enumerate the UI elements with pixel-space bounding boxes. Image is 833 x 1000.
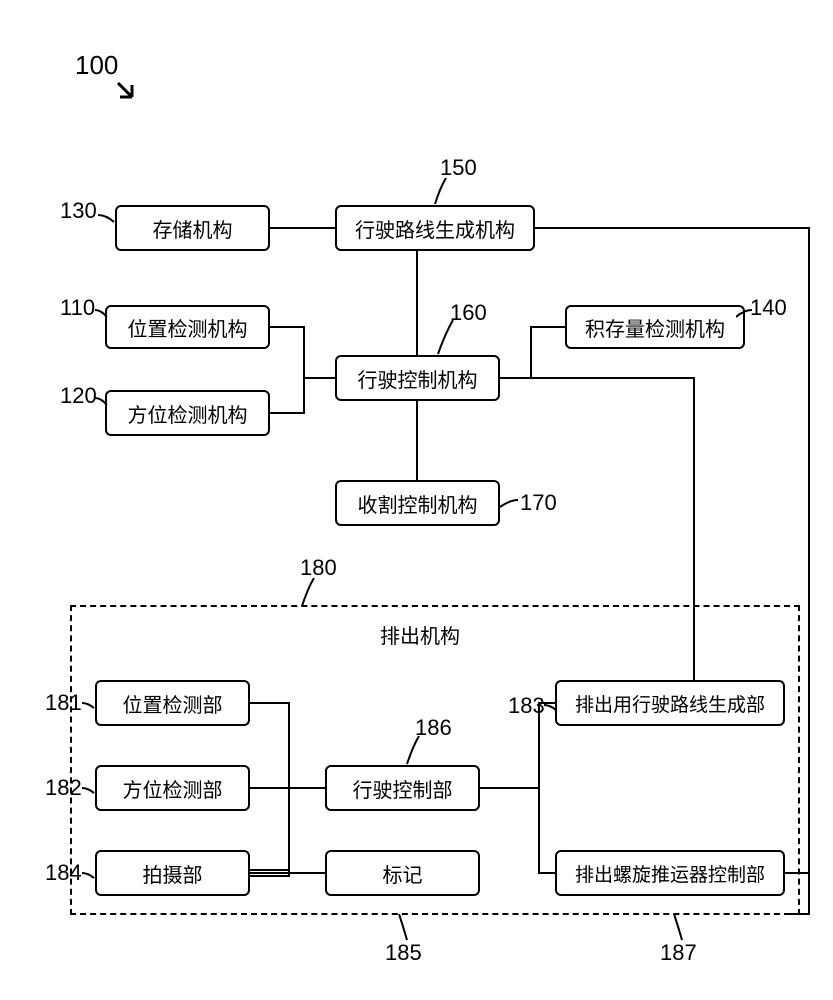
leader-icon xyxy=(397,914,411,942)
connector xyxy=(250,875,290,877)
connector xyxy=(250,787,290,789)
leader-icon xyxy=(736,307,754,319)
block-label: 标记 xyxy=(383,859,423,888)
ref-181: 181 xyxy=(45,690,82,716)
ref-110: 110 xyxy=(60,295,95,321)
leader-icon xyxy=(300,578,318,608)
ref-120: 120 xyxy=(60,383,97,409)
block-label: 存储机构 xyxy=(153,214,233,243)
block-position-detection: 位置检测机构 xyxy=(105,305,270,349)
block-label: 位置检测机构 xyxy=(128,313,248,342)
ref-170: 170 xyxy=(520,490,557,516)
ref-140: 140 xyxy=(750,295,787,321)
block-travel-control: 行驶控制机构 xyxy=(335,355,500,401)
block-storage-mechanism: 存储机构 xyxy=(115,205,270,251)
connector xyxy=(808,227,810,915)
block-route-generation: 行驶路线生成机构 xyxy=(335,205,535,251)
leader-icon xyxy=(98,210,118,224)
connector xyxy=(500,377,695,379)
leader-icon xyxy=(82,785,97,795)
ref-184: 184 xyxy=(45,860,82,886)
leader-icon xyxy=(82,700,97,710)
connector xyxy=(538,872,555,874)
leader-icon xyxy=(672,914,686,942)
connector xyxy=(288,787,325,789)
block-orientation-detection: 方位检测机构 xyxy=(105,390,270,436)
block-label: 方位检测机构 xyxy=(128,399,248,428)
leader-icon xyxy=(430,178,450,206)
leader-icon xyxy=(500,497,520,509)
connector xyxy=(530,326,565,328)
connector xyxy=(530,326,532,378)
leader-icon xyxy=(95,395,110,407)
block-label: 积存量检测机构 xyxy=(585,313,725,342)
block-harvest-control: 收割控制机构 xyxy=(335,480,500,526)
ref-182: 182 xyxy=(45,775,82,801)
block-label: 拍摄部 xyxy=(143,859,203,888)
connector xyxy=(785,913,810,915)
block-label: 行驶控制机构 xyxy=(358,364,478,393)
ref-130: 130 xyxy=(60,198,97,224)
ref-187: 187 xyxy=(660,940,697,966)
connector xyxy=(538,702,555,704)
block-discharge-route-generator: 排出用行驶路线生成部 xyxy=(555,680,785,726)
connector xyxy=(538,702,540,874)
connector xyxy=(250,702,290,704)
connector xyxy=(480,787,540,789)
group-title: 排出机构 xyxy=(380,620,460,649)
leader-icon xyxy=(435,320,457,356)
connector xyxy=(250,869,290,871)
block-label: 行驶路线生成机构 xyxy=(355,214,515,243)
connector xyxy=(303,377,335,379)
connector xyxy=(250,872,325,874)
ref-185: 185 xyxy=(385,940,422,966)
connector xyxy=(416,401,418,480)
block-position-detector: 位置检测部 xyxy=(95,680,250,726)
leader-icon xyxy=(405,736,423,766)
arrow-icon xyxy=(110,75,150,115)
block-label: 行驶控制部 xyxy=(353,774,453,803)
block-label: 位置检测部 xyxy=(123,689,223,718)
block-marker: 标记 xyxy=(325,850,480,896)
block-label: 排出用行驶路线生成部 xyxy=(575,690,765,717)
connector xyxy=(535,227,810,229)
connector xyxy=(288,702,290,877)
connector xyxy=(303,326,305,413)
block-camera: 拍摄部 xyxy=(95,850,250,896)
connector xyxy=(270,326,305,328)
block-label: 排出螺旋推运器控制部 xyxy=(575,860,765,887)
connector xyxy=(270,412,305,414)
leader-icon xyxy=(82,870,97,880)
block-accumulation-detection: 积存量检测机构 xyxy=(565,305,745,349)
block-discharge-auger-control: 排出螺旋推运器控制部 xyxy=(555,850,785,896)
connector xyxy=(270,227,335,229)
block-orientation-detector: 方位检测部 xyxy=(95,765,250,811)
block-travel-controller: 行驶控制部 xyxy=(325,765,480,811)
connector xyxy=(785,872,810,874)
block-label: 方位检测部 xyxy=(123,774,223,803)
block-label: 收割控制机构 xyxy=(358,489,478,518)
connector xyxy=(416,251,418,355)
leader-icon xyxy=(95,307,110,319)
